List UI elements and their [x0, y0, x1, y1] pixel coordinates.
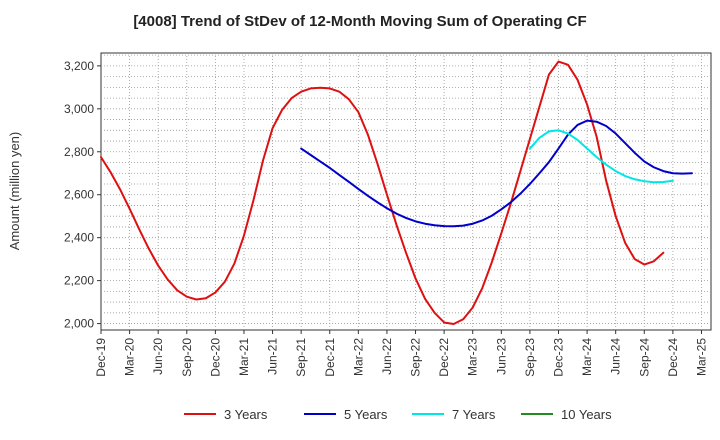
x-tick-label: Sep-20	[180, 338, 194, 377]
y-tick-label: 2,800	[64, 145, 94, 159]
x-tick-label: Sep-23	[523, 338, 537, 377]
series-lines	[100, 60, 693, 325]
series-line-5-years	[300, 119, 693, 228]
y-tick-label: 2,400	[64, 231, 94, 245]
y-tick-label: 2,200	[64, 274, 94, 288]
y-tick-label: 2,600	[64, 188, 94, 202]
x-tick-label: Jun-21	[266, 338, 280, 375]
y-tick-label: 2,000	[64, 317, 94, 331]
x-tick-label: Dec-24	[666, 338, 680, 377]
y-tick-label: 3,200	[64, 59, 94, 73]
legend-label: 10 Years	[561, 407, 612, 422]
x-tick-label: Jun-22	[380, 338, 394, 375]
chart-title: [4008] Trend of StDev of 12-Month Moving…	[133, 13, 586, 30]
series-line-3-years	[100, 60, 665, 325]
x-tick-label: Dec-23	[552, 338, 566, 377]
x-tick-label: Mar-21	[237, 338, 251, 376]
x-tick-label: Dec-19	[94, 338, 108, 377]
y-axis-ticks: 2,000 2,200 2,400 2,600 2,800 3,000 3,200	[64, 59, 101, 331]
x-tick-label: Mar-20	[123, 338, 137, 376]
x-tick-label: Sep-21	[294, 338, 308, 377]
x-tick-label: Dec-22	[437, 338, 451, 377]
series-line-7-years	[528, 129, 674, 184]
x-tick-label: Mar-22	[351, 338, 365, 376]
legend: 3 Years 5 Years 7 Years 10 Years	[184, 407, 612, 422]
x-tick-label: Mar-25	[694, 338, 708, 376]
legend-label: 3 Years	[224, 407, 268, 422]
x-tick-label: Dec-21	[323, 338, 337, 377]
x-tick-label: Mar-24	[580, 338, 594, 376]
legend-label: 7 Years	[452, 407, 496, 422]
x-tick-label: Sep-24	[637, 338, 651, 377]
x-tick-label: Jun-24	[609, 338, 623, 375]
y-axis-label: Amount (million yen)	[7, 132, 22, 251]
legend-label: 5 Years	[344, 407, 388, 422]
x-tick-label: Jun-23	[494, 338, 508, 375]
plot-area	[100, 52, 712, 331]
x-tick-label: Dec-20	[208, 338, 222, 377]
x-tick-label: Jun-20	[151, 338, 165, 375]
x-axis-ticks: Dec-19 Mar-20 Jun-20 Sep-20 Dec-20 Mar-21 Jun-…	[94, 330, 708, 377]
y-tick-label: 3,000	[64, 102, 94, 116]
x-tick-label: Sep-22	[409, 338, 423, 377]
x-tick-label: Mar-23	[466, 338, 480, 376]
